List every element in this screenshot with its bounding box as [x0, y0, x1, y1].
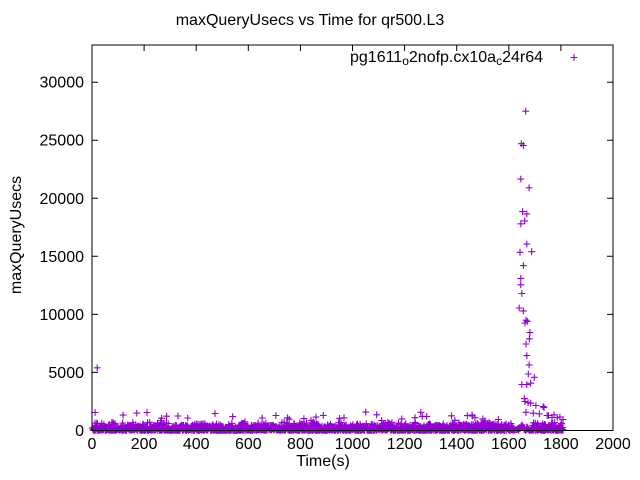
x-tick-label: 1000	[335, 436, 371, 453]
y-tick-label: 5000	[48, 365, 84, 382]
scatter-points	[89, 107, 567, 434]
x-tick-label: 0	[88, 436, 97, 453]
x-tick-label: 1200	[387, 436, 423, 453]
x-tick-label: 1400	[439, 436, 475, 453]
plot-border	[91, 44, 614, 431]
x-tick-label: 800	[287, 436, 314, 453]
y-tick-label: 0	[75, 423, 84, 440]
chart-title: maxQueryUsecs vs Time for qr500.L3	[176, 12, 445, 29]
y-tick-labels: 0 5000 10000 15000 20000 25000 30000	[40, 75, 85, 440]
x-tick-labels: 0 200 400 600 800 1000 1200 1400 1600 1800 2000	[88, 436, 631, 453]
y-axis-label: maxQueryUsecs	[8, 176, 25, 294]
x-axis-label: Time(s)	[296, 453, 350, 470]
x-tick-label: 1800	[543, 436, 579, 453]
y-tick-label: 25000	[40, 133, 85, 150]
y-tick-label: 10000	[40, 307, 85, 324]
y-tick-label: 20000	[40, 191, 85, 208]
x-tick-label: 400	[183, 436, 210, 453]
axis-ticks	[91, 45, 614, 431]
x-tick-label: 1600	[491, 436, 527, 453]
y-tick-label: 30000	[40, 75, 85, 92]
legend: pg1611o2nofp.cx10ac24r64	[350, 49, 578, 68]
legend-label: pg1611o2nofp.cx10ac24r64	[350, 49, 543, 68]
x-tick-label: 2000	[595, 436, 631, 453]
legend-plus-marker-icon	[570, 54, 578, 61]
y-tick-label: 15000	[40, 249, 85, 266]
x-tick-label: 600	[235, 436, 262, 453]
x-tick-label: 200	[131, 436, 158, 453]
tick-marks	[91, 45, 614, 431]
